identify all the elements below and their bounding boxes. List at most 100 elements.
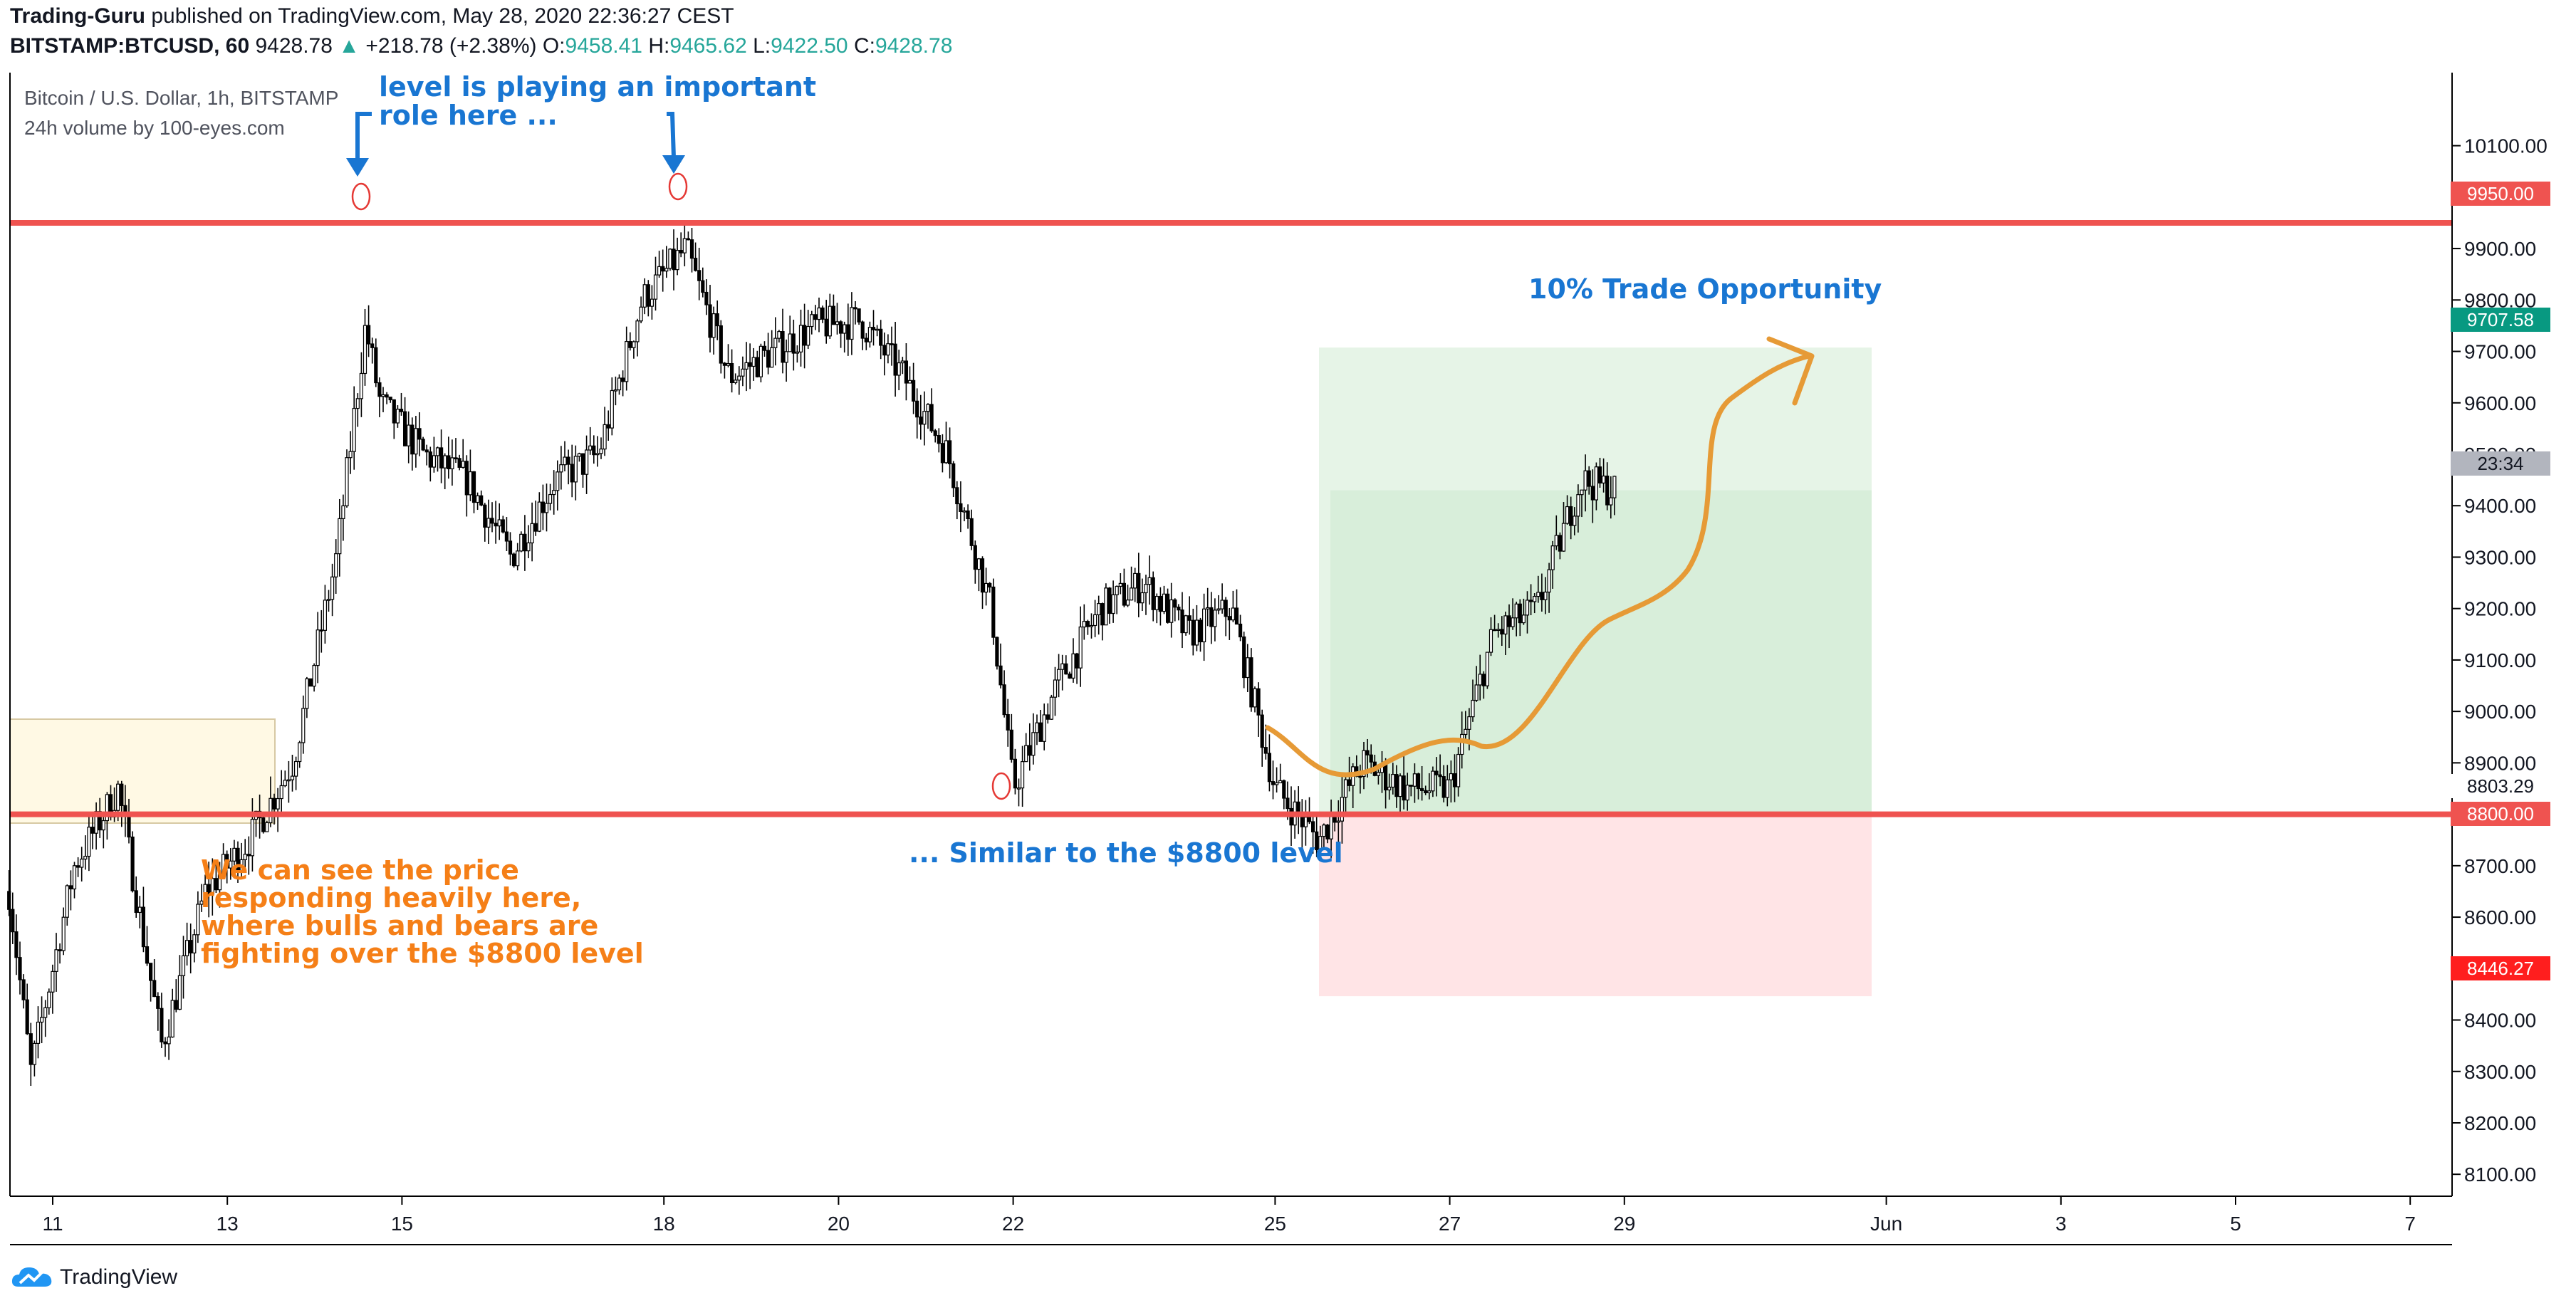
candle-body: [1558, 535, 1562, 552]
candle-body: [679, 250, 683, 253]
candle-body: [955, 487, 959, 505]
candle-body: [1536, 592, 1540, 597]
candle-body: [1547, 569, 1551, 593]
candle-body: [606, 424, 610, 429]
candle-body: [635, 320, 640, 342]
candle-body: [1002, 684, 1006, 716]
candle-body: [1013, 758, 1018, 789]
marker-circle: [668, 172, 688, 201]
annotation-similar-level: ... Similar to the $8800 level: [909, 837, 1343, 869]
candle-body: [1263, 747, 1268, 754]
annotation-top-line2: role here ...: [379, 100, 558, 131]
candle-body: [72, 865, 77, 890]
candle-body: [1525, 600, 1530, 616]
candle-body: [181, 955, 186, 976]
candle-body: [867, 327, 872, 342]
candle-body: [897, 362, 901, 376]
candle-body: [1173, 599, 1177, 608]
annotation-orange-line2: responding heavily here,: [201, 882, 582, 914]
candle-body: [1340, 797, 1345, 822]
candle-body: [276, 797, 280, 810]
candle-body: [758, 345, 763, 377]
candle-body: [1369, 754, 1373, 763]
candle-body: [577, 453, 582, 457]
consolidation-box: [9, 718, 276, 824]
candle-body: [189, 940, 193, 953]
candle-body: [203, 884, 207, 902]
candle-body: [1227, 616, 1231, 621]
marker-circle: [991, 772, 1011, 800]
candle-body: [407, 424, 411, 446]
candle-body: [1049, 696, 1054, 720]
candle-body: [1583, 470, 1587, 491]
candle-body: [32, 1042, 37, 1065]
candle-body: [748, 362, 752, 367]
candle-body: [741, 368, 745, 377]
candle-body: [523, 533, 527, 552]
candle-body: [199, 900, 204, 905]
candle-body: [1521, 614, 1526, 624]
support-price-label: 8800.00: [2451, 802, 2550, 826]
candle-body: [1452, 773, 1457, 788]
candle-body: [584, 449, 589, 475]
candle-body: [1031, 732, 1036, 756]
candle-body: [461, 461, 465, 468]
candle-body: [697, 270, 702, 281]
candle-body: [1315, 831, 1319, 851]
candle-body: [14, 931, 19, 958]
candle-body: [1133, 572, 1137, 589]
candle-body: [929, 404, 934, 431]
candle-body: [286, 779, 291, 782]
candle-body: [1147, 577, 1152, 585]
candle-body: [1115, 585, 1119, 595]
candle-body: [1107, 587, 1112, 614]
candle-body: [806, 325, 810, 346]
candle-body: [1391, 774, 1395, 788]
candle-body: [947, 440, 952, 464]
candle-body: [744, 362, 749, 370]
annotation-opportunity: 10% Trade Opportunity: [1528, 273, 1882, 305]
candle-body: [1318, 836, 1323, 851]
candle-body: [1006, 713, 1010, 731]
candle-body: [1009, 729, 1013, 760]
candle-body: [1274, 782, 1279, 785]
high-value: 9465.62: [669, 34, 747, 58]
candle-body: [1129, 587, 1134, 601]
arrowhead-right-icon: [662, 155, 685, 174]
series-legend[interactable]: Bitcoin / U.S. Dollar, 1h, BITSTAMP: [24, 87, 339, 109]
candle-body: [995, 637, 999, 666]
resistance-price-label: 9950.00: [2451, 182, 2550, 206]
candle-body: [937, 434, 941, 444]
profit-zone: [1319, 347, 1872, 813]
candle-body: [1347, 779, 1352, 786]
candle-body: [701, 280, 705, 293]
symbol-label[interactable]: BITSTAMP:BTCUSD, 60: [10, 34, 250, 58]
candle-body: [156, 995, 160, 1009]
candle-body: [468, 471, 473, 496]
candle-body: [919, 417, 923, 425]
candle-body: [1144, 584, 1148, 594]
brand-label: TradingView: [60, 1265, 178, 1289]
candle-body: [973, 545, 977, 570]
candle-body: [1609, 497, 1613, 506]
candle-body: [464, 461, 469, 496]
candle-body: [1209, 607, 1214, 627]
candle-body: [592, 445, 596, 456]
candle-body: [1434, 770, 1439, 775]
y-tick-label: 8900.00: [2464, 752, 2536, 774]
candle-body: [51, 970, 55, 993]
tradingview-brand[interactable]: TradingView: [10, 1262, 177, 1293]
candle-body: [1387, 786, 1392, 790]
author-name[interactable]: Trading-Guru: [10, 4, 145, 28]
candle-body: [886, 343, 890, 356]
candle-body: [1162, 593, 1167, 612]
candle-body: [1478, 674, 1482, 686]
candle-body: [1206, 607, 1210, 609]
candle-body: [1612, 476, 1617, 498]
indicator-legend[interactable]: 24h volume by 100-eyes.com: [24, 117, 285, 139]
candle-body: [501, 519, 505, 533]
open-label: O:: [542, 34, 565, 58]
candle-body: [828, 305, 832, 337]
candle-body: [225, 854, 229, 869]
